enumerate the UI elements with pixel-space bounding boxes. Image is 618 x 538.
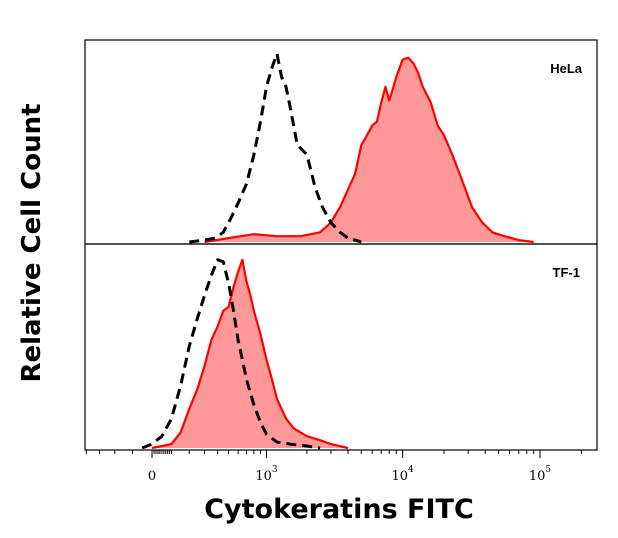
y-axis-title: Relative Cell Count: [17, 103, 47, 382]
histogram-line-control: [189, 52, 362, 244]
panel-plot-0: [189, 52, 534, 244]
x-tick-label: 105: [529, 465, 552, 484]
plot-layer: [141, 52, 534, 450]
panel-label-hela: HeLa: [550, 61, 583, 76]
panel-label-tf1: TF-1: [553, 265, 580, 280]
histogram-fill-stained: [152, 259, 348, 448]
x-tick-label: 103: [255, 465, 278, 484]
x-tick-label: 0: [148, 469, 156, 484]
bottom-panel-frame: [84, 243, 598, 451]
histogram-line-control: [141, 258, 321, 450]
panel-plot-1: [141, 258, 349, 450]
histogram-line-stained: [204, 56, 534, 244]
histogram-line-stained: [151, 258, 349, 450]
histogram-fill-stained: [204, 57, 534, 243]
x-axis-ticks: 0 103 104 105: [85, 450, 582, 484]
x-tick-label: 104: [391, 465, 414, 484]
x-axis-title: Cytokeratins FITC: [204, 494, 474, 525]
